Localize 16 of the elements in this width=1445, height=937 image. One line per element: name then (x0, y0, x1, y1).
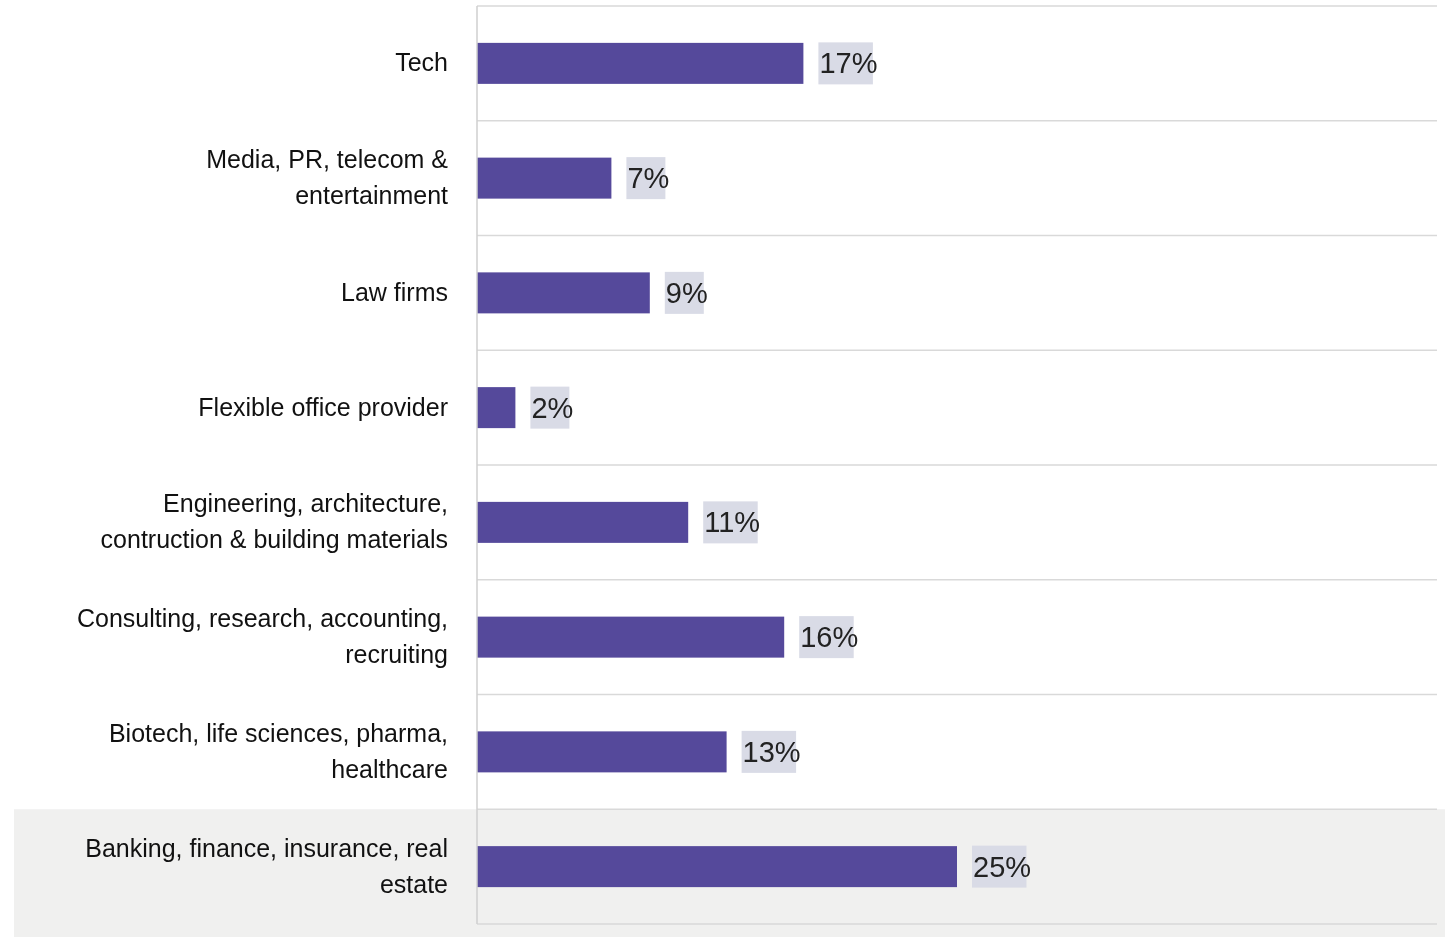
bar (477, 616, 785, 658)
y-tick-label: Law firms (341, 277, 448, 306)
bar (477, 501, 689, 543)
bar (477, 272, 650, 314)
y-tick-label: Consulting, research, accounting, recruiting (76, 604, 448, 669)
y-tick-label: Media, PR, telecom & entertainment (206, 145, 449, 210)
bar (477, 846, 957, 888)
bar (477, 157, 612, 199)
y-tick-label: Tech (395, 48, 448, 77)
y-tick-label: Banking, finance, insurance, real estate (85, 833, 448, 898)
y-tick-label: Biotech, life sciences, pharma, healthcare (108, 718, 448, 783)
bar (477, 731, 727, 773)
y-tick-label: Flexible office provider (198, 392, 448, 421)
bar (477, 42, 804, 84)
y-tick-label: Engineering, architecture, contruction & building materials (100, 489, 448, 554)
bar (477, 387, 516, 429)
